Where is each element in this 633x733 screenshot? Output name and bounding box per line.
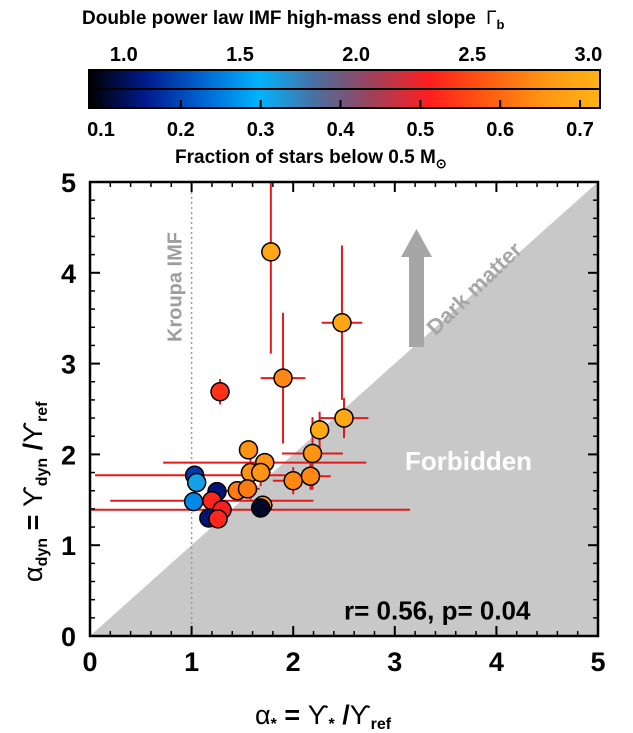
x-axis-label: α* = ϒ* /ϒref	[255, 700, 392, 733]
colorbar-bottom-tick-label: 0.6	[486, 119, 514, 141]
data-point	[332, 312, 352, 333]
x-tick-label: 2	[286, 647, 301, 677]
data-point	[250, 462, 271, 483]
x-tick-label: 3	[387, 647, 402, 677]
dark-matter-arrow	[401, 229, 432, 347]
x-tick-label: 1	[184, 647, 199, 677]
colorbar-bottom-tick-label: 0.1	[87, 119, 115, 141]
y-tick-label: 3	[61, 350, 76, 380]
colorbar-top-tick-label: 2.0	[342, 44, 370, 66]
y-tick-label: 4	[61, 259, 76, 289]
colorbar-bottom-tick-label: 0.4	[327, 119, 356, 141]
colorbar-bottom-ticks: 0.1 0.2 0.3 0.4 0.5 0.6 0.7	[87, 100, 594, 141]
colorbar-bottom-tick-label: 0.5	[406, 119, 434, 141]
data-point	[334, 408, 354, 428]
colorbar-top-tick-label: 2.5	[458, 44, 486, 66]
y-tick-label: 5	[61, 168, 76, 198]
data-points	[183, 242, 354, 529]
data-point	[210, 381, 230, 402]
colorbar-top-title: Double power law IMF high-mass end slope…	[82, 8, 505, 32]
colorbar-bottom-tick-label: 0.3	[247, 119, 275, 141]
dark-matter-arrow-head	[401, 229, 432, 257]
colorbar-top-tick-label: 1.0	[110, 44, 138, 66]
data-point	[186, 472, 207, 493]
data-point	[238, 440, 259, 460]
colorbar-bottom-tick-label: 0.2	[167, 119, 195, 141]
kroupa-label: Kroupa IMF	[165, 232, 187, 342]
y-tick-label: 0	[61, 622, 76, 652]
data-point	[237, 479, 258, 499]
data-point	[283, 470, 303, 491]
colorbar-top-tick-label: 1.5	[226, 44, 254, 66]
data-point	[300, 466, 321, 486]
data-point	[250, 498, 271, 518]
data-point	[309, 420, 330, 440]
correlation-stats: r= 0.56, p= 0.04	[344, 596, 531, 626]
axis-ticks: 0 1 2 3 4 5 0 1 2 3 4 5	[61, 168, 606, 677]
data-point	[183, 491, 204, 512]
dark-matter-arrow-shaft	[409, 255, 424, 347]
y-tick-label: 2	[61, 440, 76, 470]
colorbar-bottom-tick-label: 0.7	[566, 119, 594, 141]
x-tick-label: 0	[82, 647, 97, 677]
y-axis-label: αdyn = ϒdyn /ϒref	[18, 401, 51, 582]
data-point	[302, 443, 323, 464]
colorbar: Double power law IMF high-mass end slope…	[82, 8, 602, 171]
plot-frame	[88, 180, 600, 638]
data-point	[273, 368, 293, 388]
colorbar-bottom-title: Fraction of stars below 0.5 M⊙	[175, 147, 447, 171]
data-point	[208, 509, 228, 529]
forbidden-label: Forbidden	[405, 446, 532, 476]
data-point	[261, 242, 281, 262]
x-tick-label: 5	[590, 647, 605, 677]
colorbar-top-tick-label: 3.0	[574, 44, 602, 66]
x-tick-label: 4	[489, 647, 504, 677]
plot-area: Kroupa IMF Dark matter Forbidden r= 0.56…	[61, 168, 606, 677]
y-tick-label: 1	[61, 531, 76, 561]
